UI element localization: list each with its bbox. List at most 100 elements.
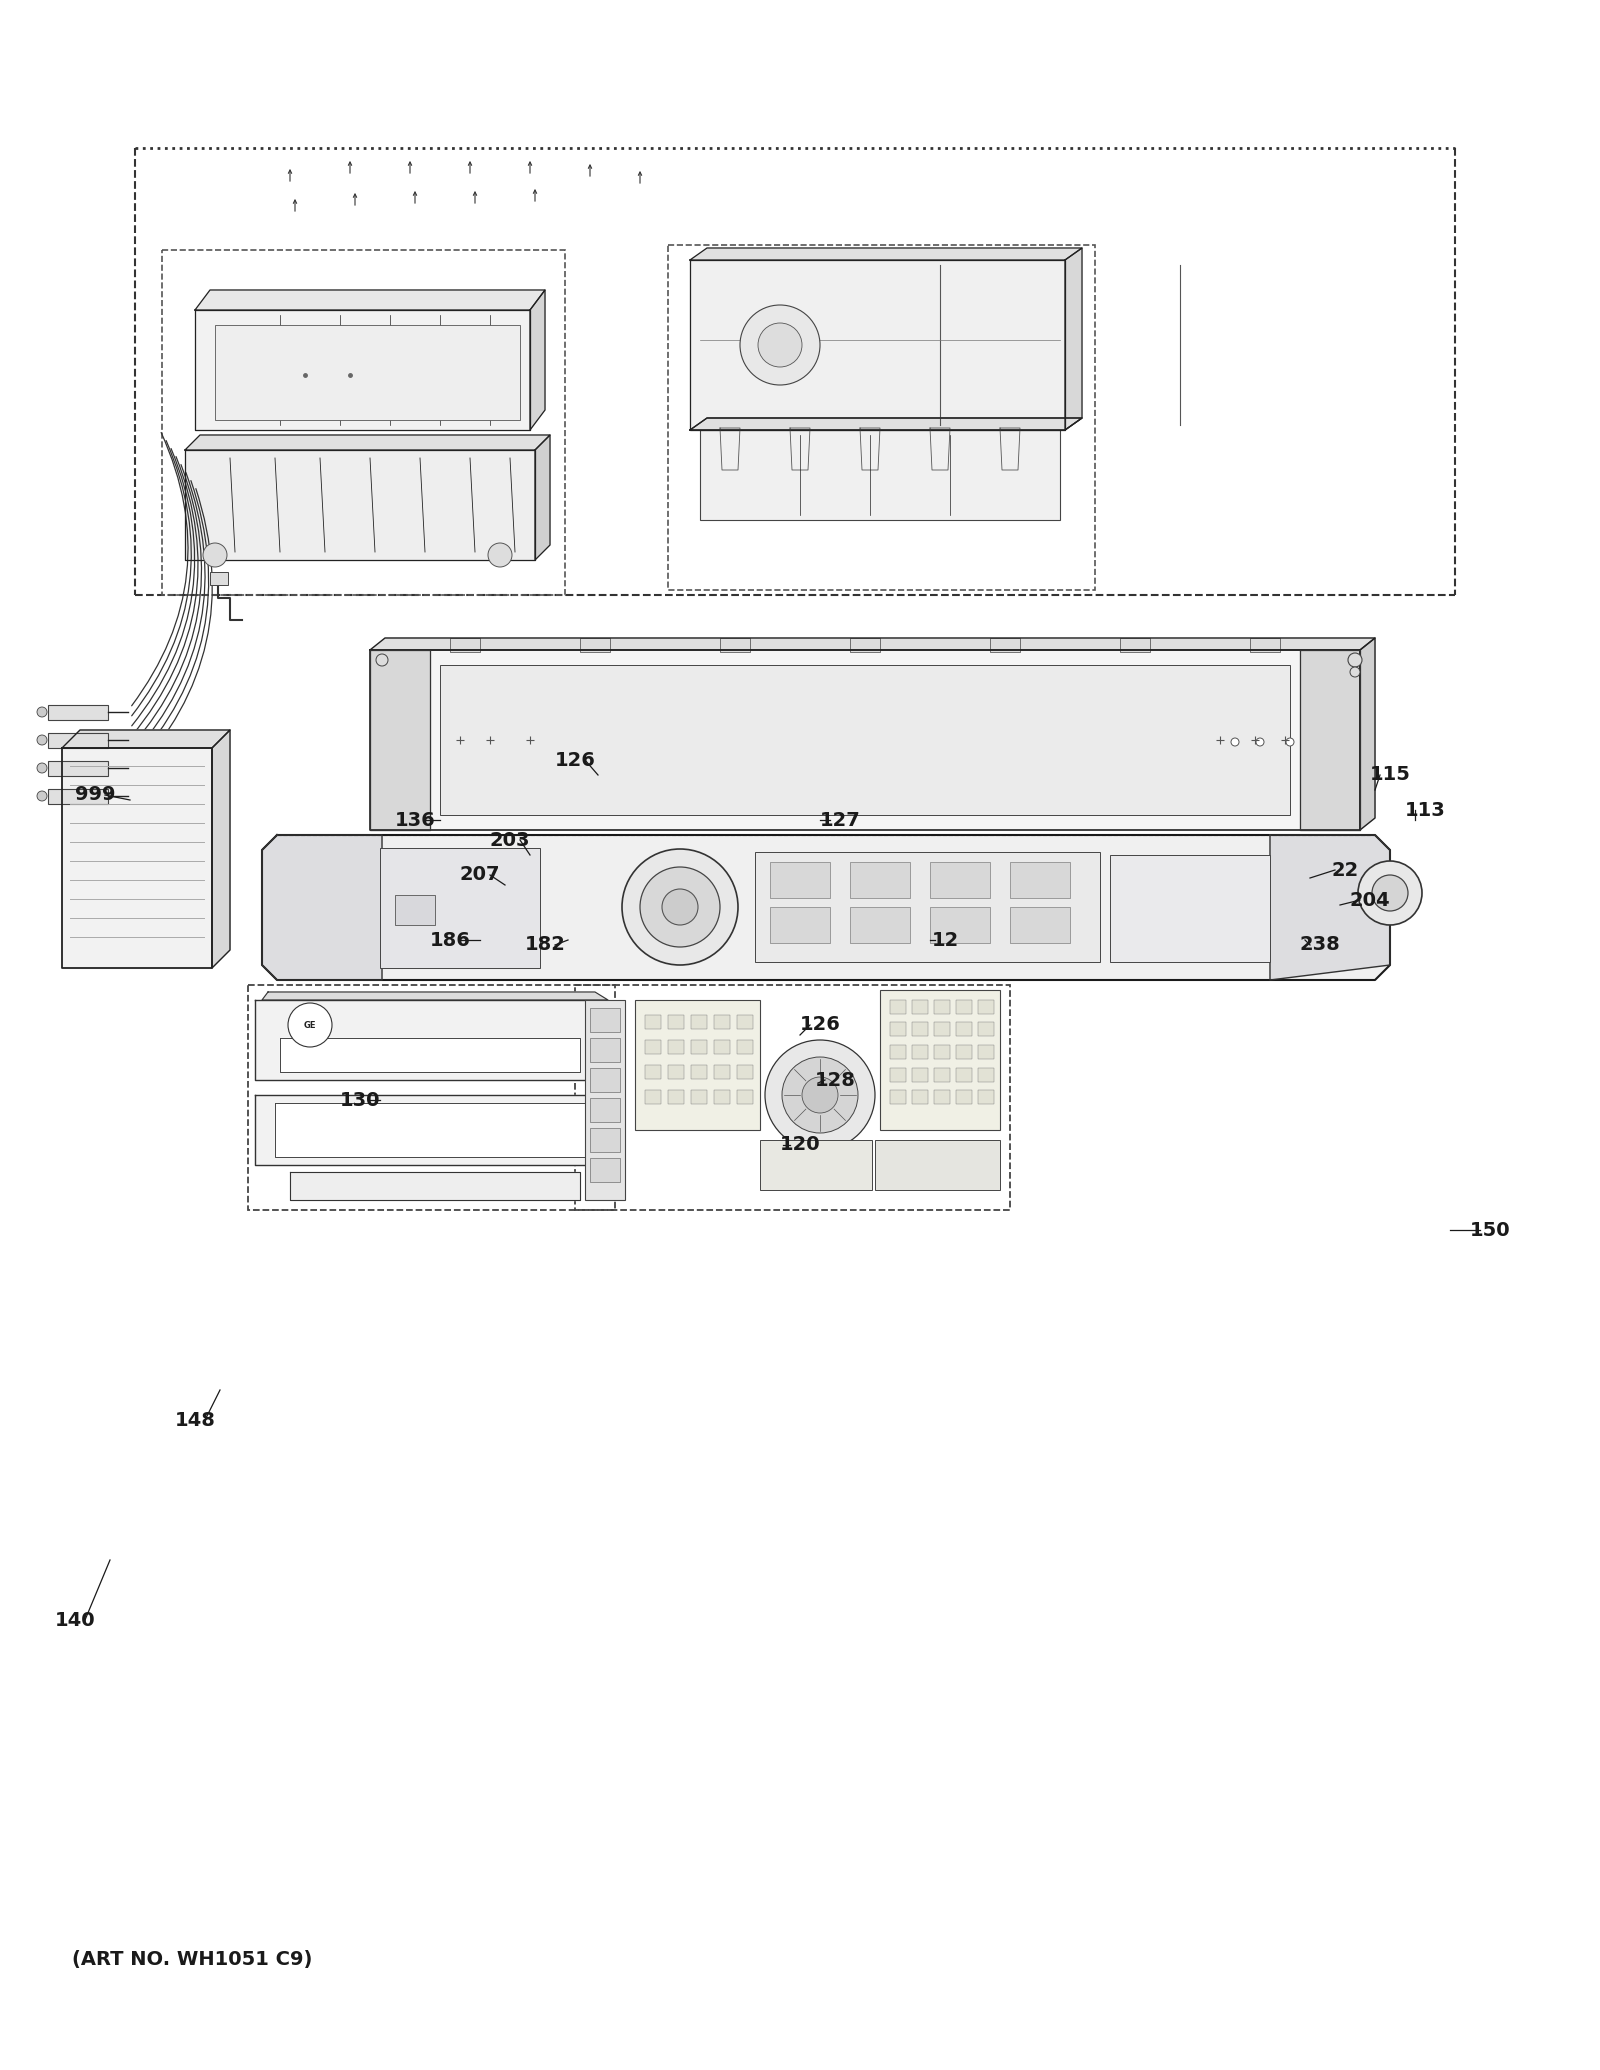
Text: 115: 115: [1370, 766, 1411, 785]
Polygon shape: [254, 1000, 605, 1081]
Bar: [669, 1014, 685, 1029]
Bar: [957, 1068, 973, 1083]
Polygon shape: [275, 1103, 590, 1157]
Polygon shape: [1360, 638, 1374, 830]
Circle shape: [758, 323, 802, 366]
Polygon shape: [290, 1172, 579, 1201]
Bar: [720, 638, 750, 652]
Bar: [669, 244, 1094, 590]
Circle shape: [640, 867, 720, 946]
Bar: [934, 1023, 950, 1035]
Circle shape: [37, 764, 46, 772]
Bar: [770, 907, 830, 944]
Bar: [850, 861, 910, 898]
Bar: [714, 1064, 730, 1078]
Bar: [875, 1141, 1000, 1190]
Bar: [48, 789, 109, 803]
Circle shape: [1358, 861, 1422, 925]
Text: 128: 128: [814, 1070, 856, 1089]
Bar: [934, 1091, 950, 1103]
Polygon shape: [262, 992, 608, 1000]
Circle shape: [37, 791, 46, 801]
Text: 130: 130: [339, 1091, 381, 1110]
Bar: [990, 638, 1021, 652]
Bar: [645, 1064, 661, 1078]
Bar: [890, 1068, 906, 1083]
Polygon shape: [254, 1095, 605, 1165]
Polygon shape: [62, 731, 230, 747]
Text: 12: 12: [931, 932, 958, 950]
Text: 140: 140: [54, 1610, 96, 1629]
Bar: [978, 1068, 994, 1083]
Polygon shape: [930, 428, 950, 470]
Bar: [714, 1014, 730, 1029]
Bar: [691, 1014, 707, 1029]
Polygon shape: [861, 428, 880, 470]
Text: 22: 22: [1331, 861, 1358, 880]
Polygon shape: [262, 834, 382, 979]
Polygon shape: [370, 650, 430, 830]
Polygon shape: [186, 435, 550, 449]
Circle shape: [1230, 739, 1238, 745]
Bar: [669, 1091, 685, 1103]
Polygon shape: [62, 747, 211, 969]
Polygon shape: [195, 290, 546, 310]
Bar: [912, 1023, 928, 1035]
Bar: [978, 1091, 994, 1103]
Bar: [1010, 861, 1070, 898]
Bar: [912, 1091, 928, 1103]
Bar: [48, 706, 109, 720]
Circle shape: [765, 1039, 875, 1151]
Bar: [579, 638, 610, 652]
Bar: [890, 1023, 906, 1035]
Polygon shape: [370, 650, 1360, 830]
Circle shape: [37, 735, 46, 745]
Circle shape: [288, 1004, 333, 1047]
Bar: [691, 1039, 707, 1054]
Polygon shape: [280, 1037, 579, 1072]
Bar: [978, 1023, 994, 1035]
Bar: [645, 1091, 661, 1103]
Circle shape: [622, 849, 738, 965]
Polygon shape: [690, 248, 1082, 261]
Bar: [669, 1064, 685, 1078]
Text: GE: GE: [304, 1021, 317, 1029]
Bar: [770, 861, 830, 898]
Bar: [934, 1000, 950, 1014]
Bar: [381, 849, 541, 969]
Bar: [248, 985, 614, 1211]
Bar: [450, 638, 480, 652]
Bar: [890, 1045, 906, 1060]
Polygon shape: [1000, 428, 1021, 470]
Bar: [1120, 638, 1150, 652]
Circle shape: [37, 708, 46, 716]
Bar: [691, 1091, 707, 1103]
Bar: [714, 1039, 730, 1054]
Circle shape: [802, 1076, 838, 1114]
Bar: [590, 1037, 621, 1062]
Polygon shape: [534, 435, 550, 561]
Polygon shape: [720, 428, 739, 470]
Bar: [738, 1064, 754, 1078]
Bar: [738, 1091, 754, 1103]
Polygon shape: [211, 731, 230, 969]
Circle shape: [662, 888, 698, 925]
Polygon shape: [690, 418, 1082, 431]
Bar: [590, 1008, 621, 1033]
Bar: [978, 1000, 994, 1014]
Text: 238: 238: [1299, 936, 1341, 954]
Text: 999: 999: [75, 785, 115, 805]
Bar: [590, 1128, 621, 1153]
Bar: [590, 1097, 621, 1122]
Circle shape: [1286, 739, 1294, 745]
Polygon shape: [690, 261, 1066, 431]
Bar: [1250, 638, 1280, 652]
Bar: [691, 1064, 707, 1078]
Bar: [760, 1141, 872, 1190]
Bar: [957, 1023, 973, 1035]
Circle shape: [739, 304, 819, 385]
Bar: [934, 1068, 950, 1083]
Bar: [957, 1045, 973, 1060]
Bar: [395, 894, 435, 925]
Text: 203: 203: [490, 830, 530, 849]
